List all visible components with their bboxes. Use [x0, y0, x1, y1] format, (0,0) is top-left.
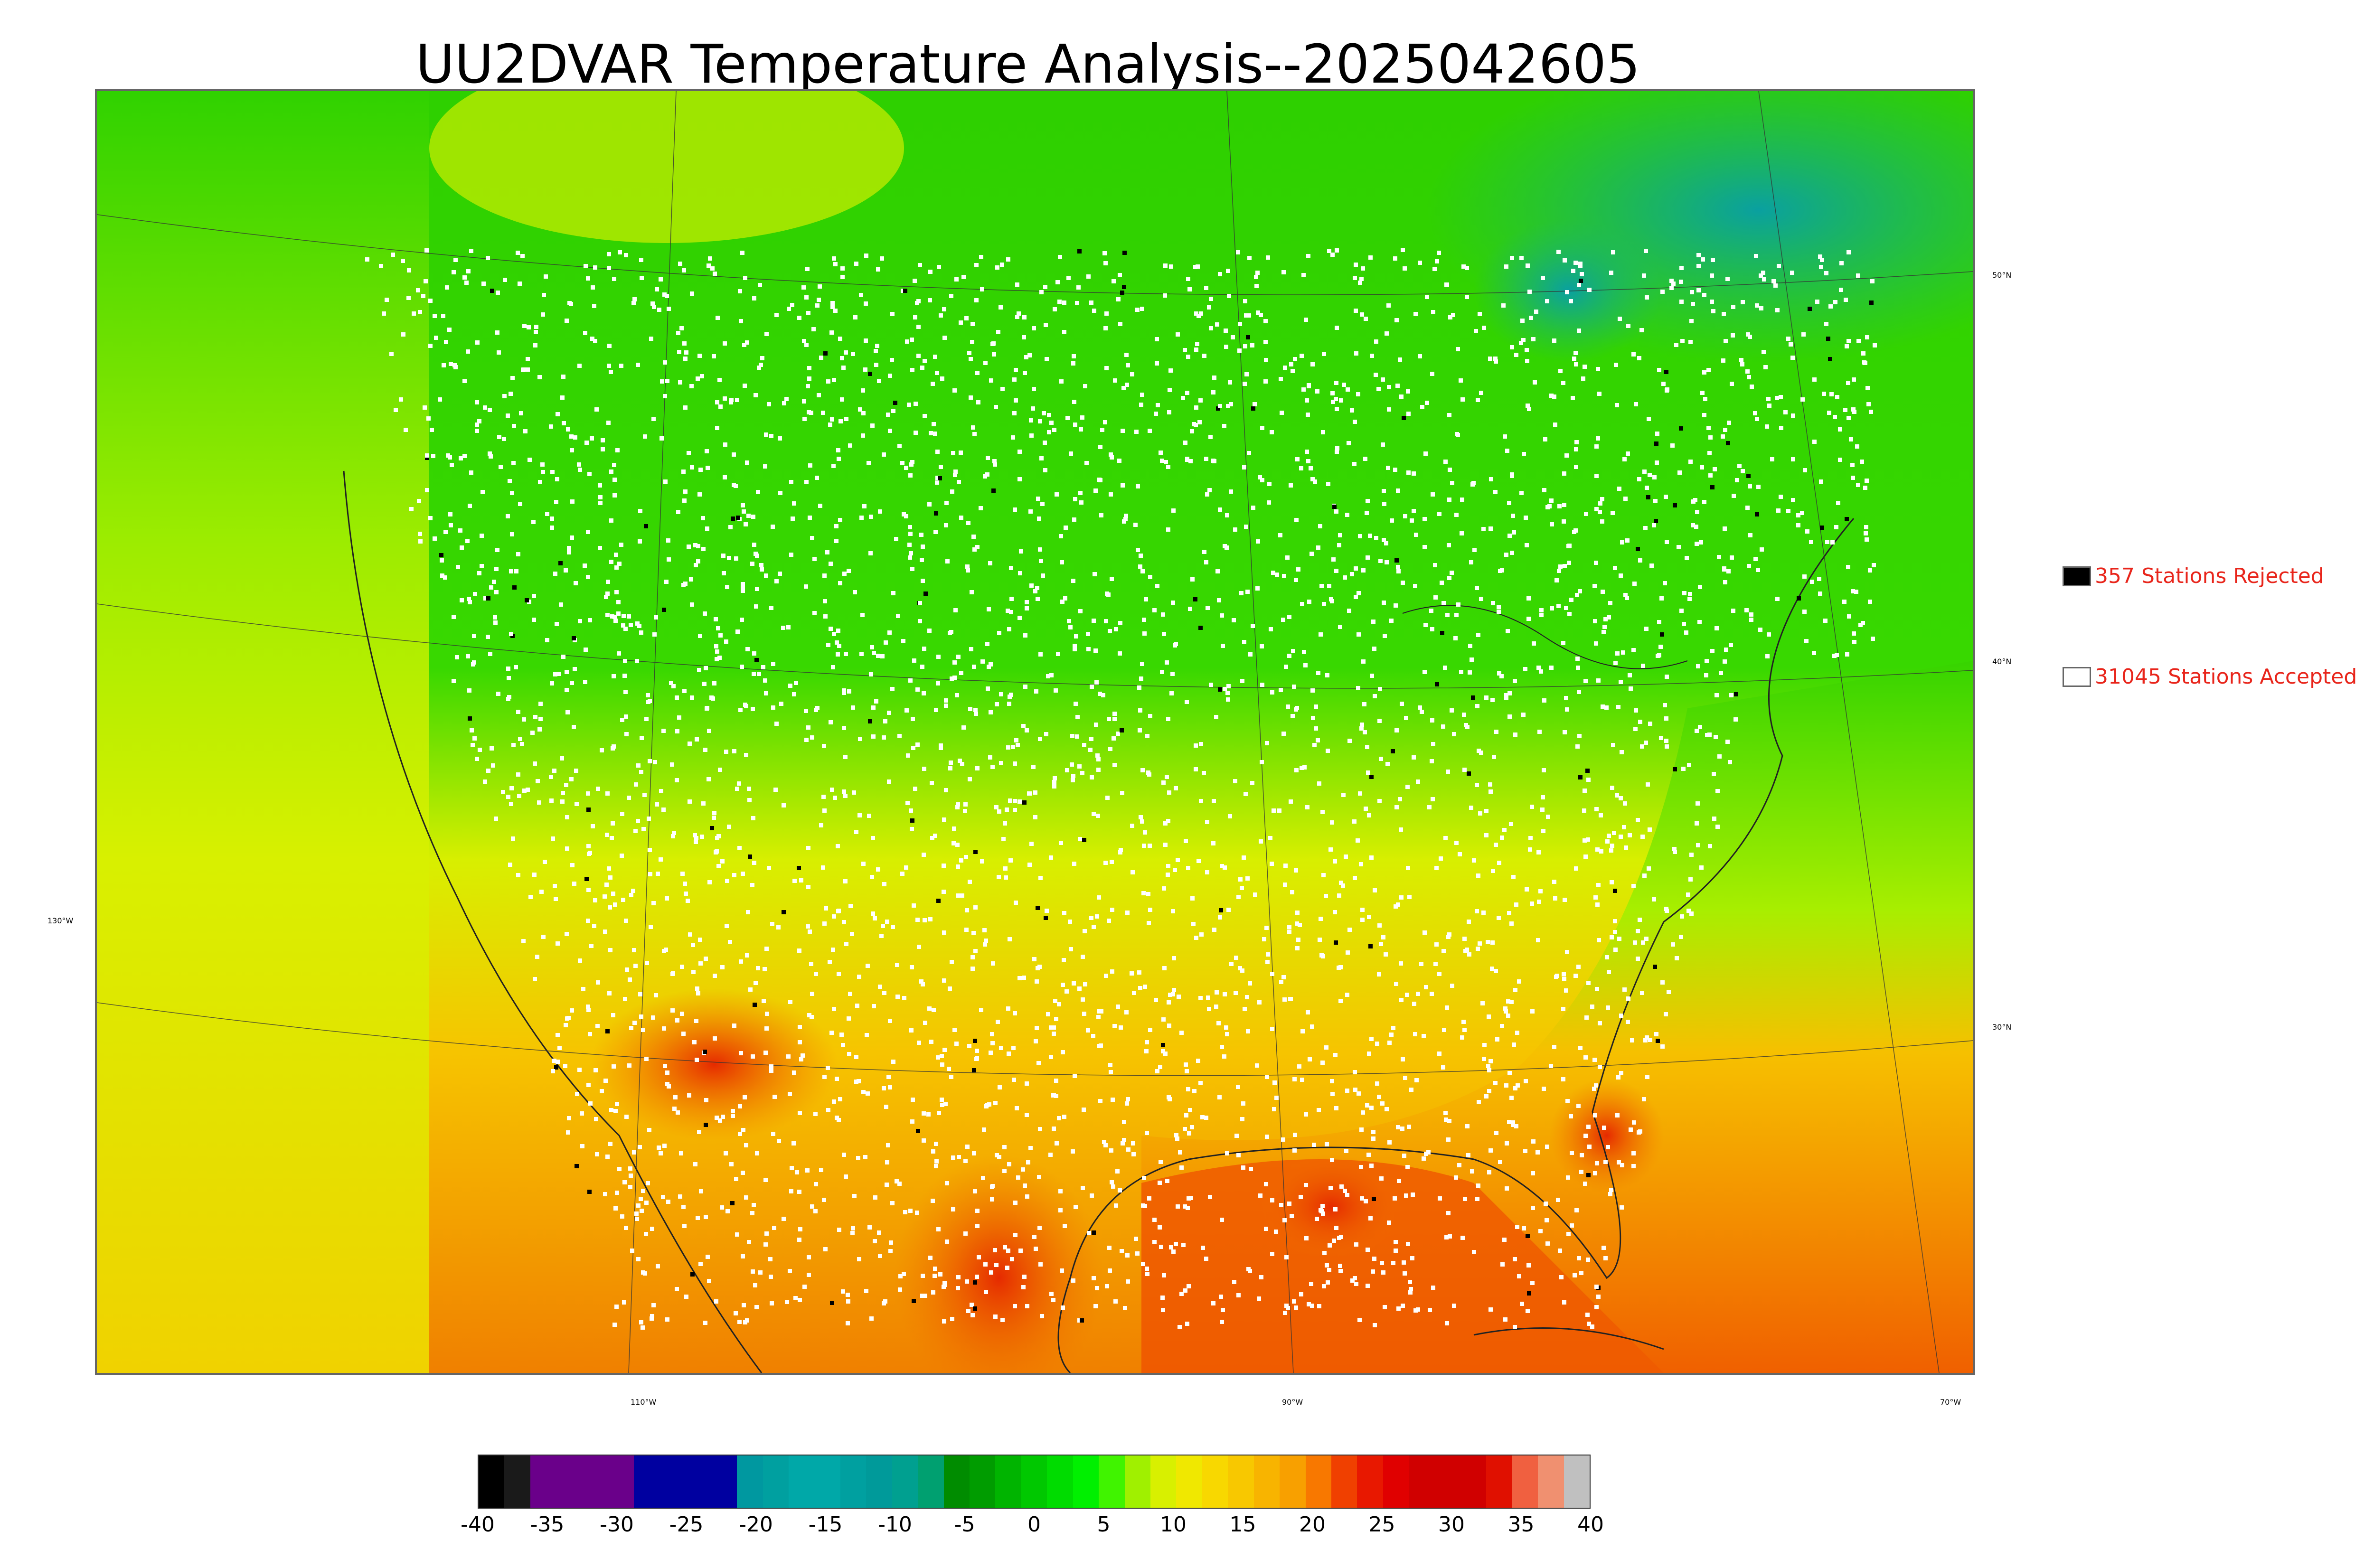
lon-label-130w: 130°W — [47, 916, 74, 925]
colorbar-tick-label: 0 — [1027, 1512, 1041, 1537]
colorbar-tick-label: 20 — [1299, 1512, 1326, 1537]
colorbar-segment — [1357, 1455, 1383, 1508]
colorbar-segment — [504, 1455, 530, 1508]
colorbar-segment — [1228, 1455, 1254, 1508]
colorbar-tick-label: -30 — [600, 1512, 634, 1537]
colorbar-segment — [1409, 1455, 1435, 1508]
colorbar-tick-label: 5 — [1097, 1512, 1111, 1537]
cuba-outline — [1473, 1327, 1664, 1350]
accepted-label: 31045 Stations Accepted — [2095, 665, 2357, 689]
colorbar-segment — [1486, 1455, 1512, 1508]
colorbar-segment — [1253, 1455, 1280, 1508]
colorbar-segment — [1305, 1455, 1331, 1508]
lat-label-40n: 40°N — [1992, 657, 2012, 666]
pacific-coastline — [343, 470, 763, 1373]
temperature-colorbar — [478, 1455, 1591, 1509]
station-markers — [365, 248, 1877, 1330]
prairie-warm-patch — [429, 91, 904, 243]
rejected-label: 357 Stations Rejected — [2095, 564, 2324, 588]
temperature-field — [97, 91, 1973, 1373]
colorbar-segment — [1280, 1455, 1306, 1508]
colorbar-segment — [685, 1455, 711, 1508]
colorbar-segment — [840, 1455, 867, 1508]
colorbar-tick-label: -25 — [669, 1512, 704, 1537]
colorbar-segment — [737, 1455, 763, 1508]
colorbar-tick-label: -35 — [530, 1512, 565, 1537]
colorbar-tick-label: 35 — [1507, 1512, 1535, 1537]
colorbar-tick-label: -20 — [739, 1512, 773, 1537]
colorbar-segment — [659, 1455, 686, 1508]
map-title: UU2DVAR Temperature Analysis--2025042605 — [415, 34, 1640, 95]
colorbar-segment — [763, 1455, 789, 1508]
colorbar-segment — [866, 1455, 892, 1508]
colorbar-segment — [918, 1455, 944, 1508]
colorbar-segment — [1564, 1455, 1590, 1508]
colorbar-segment — [995, 1455, 1021, 1508]
colorbar-segment — [814, 1455, 840, 1508]
colorbar-segment — [1073, 1455, 1099, 1508]
colorbar-segment — [1383, 1455, 1409, 1508]
temperature-map — [95, 89, 1975, 1375]
colorbar-tick-label: 40 — [1577, 1512, 1604, 1537]
pacific-field — [97, 91, 429, 1373]
colorbar-tick-label: -10 — [878, 1512, 912, 1537]
colorbar-tick-label: -15 — [808, 1512, 843, 1537]
colorbar-segment — [1150, 1455, 1177, 1508]
colorbar-segment — [1538, 1455, 1564, 1508]
colorbar-tick-label: -40 — [461, 1512, 495, 1537]
accepted-swatch — [2063, 667, 2091, 687]
colorbar-segment — [582, 1455, 608, 1508]
great-lakes-outline — [1402, 605, 1688, 669]
colorbar-tick-label: 25 — [1368, 1512, 1395, 1537]
legend-rejected: 357 Stations Rejected — [2063, 564, 2324, 588]
lat-label-50n: 50°N — [1992, 271, 2012, 280]
colorbar-segment — [1434, 1455, 1461, 1508]
lat-label-30n: 30°N — [1992, 1023, 2012, 1032]
colorbar-segment — [1124, 1455, 1150, 1508]
colorbar-segment — [1202, 1455, 1228, 1508]
colorbar-segment — [1331, 1455, 1357, 1508]
colorbar-segment — [711, 1455, 737, 1508]
colorbar-segment — [943, 1455, 970, 1508]
colorbar-segment — [1021, 1455, 1047, 1508]
gulf-hot-patch — [1260, 1155, 1403, 1259]
colorbar-segment — [789, 1455, 815, 1508]
colorbar-segment — [1176, 1455, 1202, 1508]
colorbar-tick-label: 10 — [1160, 1512, 1187, 1537]
lon-label-110w: 110°W — [631, 1398, 657, 1407]
colorbar-segment — [530, 1455, 556, 1508]
colorbar-tick-label: 15 — [1229, 1512, 1256, 1537]
sonora-hot-patch — [591, 988, 838, 1140]
colorbar-segment — [556, 1455, 582, 1508]
colorbar-segment — [633, 1455, 659, 1508]
legend-accepted: 31045 Stations Accepted — [2063, 665, 2357, 689]
atlantic-gulf-coastline — [1057, 518, 1855, 1373]
rejected-swatch — [2063, 566, 2091, 586]
colorbar-segment — [1099, 1455, 1125, 1508]
colorbar-segment — [1047, 1455, 1073, 1508]
colorbar-segment — [479, 1455, 505, 1508]
colorbar-segment — [970, 1455, 996, 1508]
lon-label-90w: 90°W — [1282, 1398, 1303, 1407]
colorbar-segment — [1460, 1455, 1487, 1508]
colorbar-tick-label: -5 — [954, 1512, 975, 1537]
colorbar-segment — [608, 1455, 634, 1508]
colorbar-segment — [892, 1455, 918, 1508]
mexico-hot-patch — [895, 1155, 1103, 1373]
lon-label-70w: 70°W — [1940, 1398, 1961, 1407]
colorbar-segment — [1512, 1455, 1538, 1508]
colorbar-tick-label: 30 — [1438, 1512, 1465, 1537]
